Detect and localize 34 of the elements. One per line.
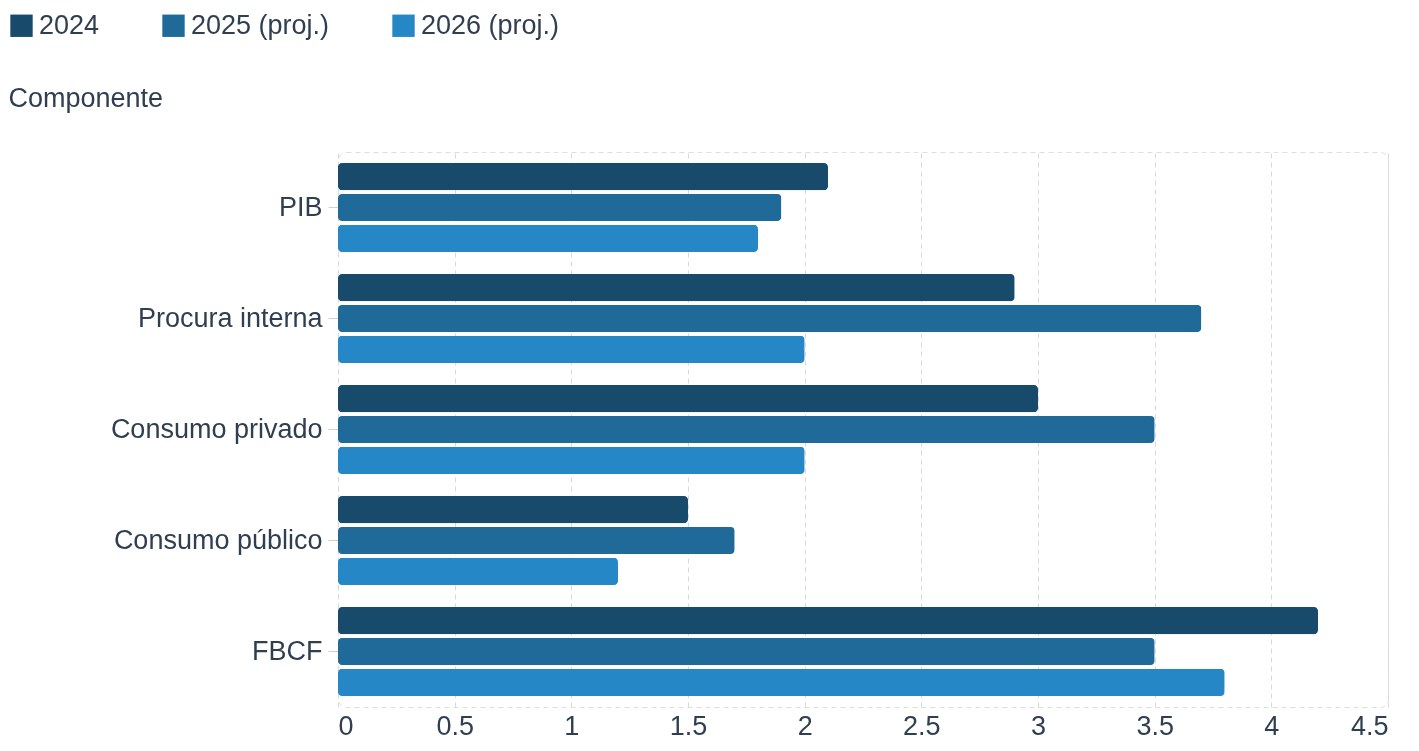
bar <box>338 274 1015 302</box>
bar <box>338 446 805 474</box>
x-tick-label: 3 <box>1030 710 1047 741</box>
y-tick-label: FBCF <box>252 635 323 666</box>
bar <box>338 496 688 524</box>
bar <box>338 607 1318 635</box>
x-tick-label: 4.5 <box>1350 710 1389 741</box>
bar <box>338 668 1225 696</box>
bar <box>338 163 828 191</box>
legend-label: 2024 <box>39 9 100 40</box>
x-tick-label: 2.5 <box>903 710 941 741</box>
y-tick-label: PIB <box>278 191 323 222</box>
x-tick-label: 0.5 <box>436 710 474 741</box>
bar <box>338 385 1038 413</box>
x-tick-label: 0 <box>338 710 354 741</box>
y-axis-title: Componente <box>8 82 164 113</box>
bar <box>338 637 1155 666</box>
y-tick-label: Consumo público <box>113 524 323 555</box>
bar <box>338 335 805 363</box>
x-tick-label: 1.5 <box>669 710 708 741</box>
bar <box>338 224 758 252</box>
bar <box>338 557 618 585</box>
x-tick-label: 3.5 <box>1136 710 1174 741</box>
bar <box>338 304 1202 333</box>
legend-label: 2025 (proj.) <box>191 9 330 40</box>
bar <box>338 415 1155 444</box>
legend-label: 2026 (proj.) <box>421 9 560 40</box>
x-tick-label: 2 <box>797 710 813 741</box>
bar <box>338 526 735 555</box>
x-tick-label: 1 <box>564 710 580 741</box>
y-tick-label: Procura interna <box>137 302 324 333</box>
bar <box>338 193 782 222</box>
y-tick-label: Consumo privado <box>110 413 323 444</box>
x-tick-label: 4 <box>1264 710 1280 741</box>
